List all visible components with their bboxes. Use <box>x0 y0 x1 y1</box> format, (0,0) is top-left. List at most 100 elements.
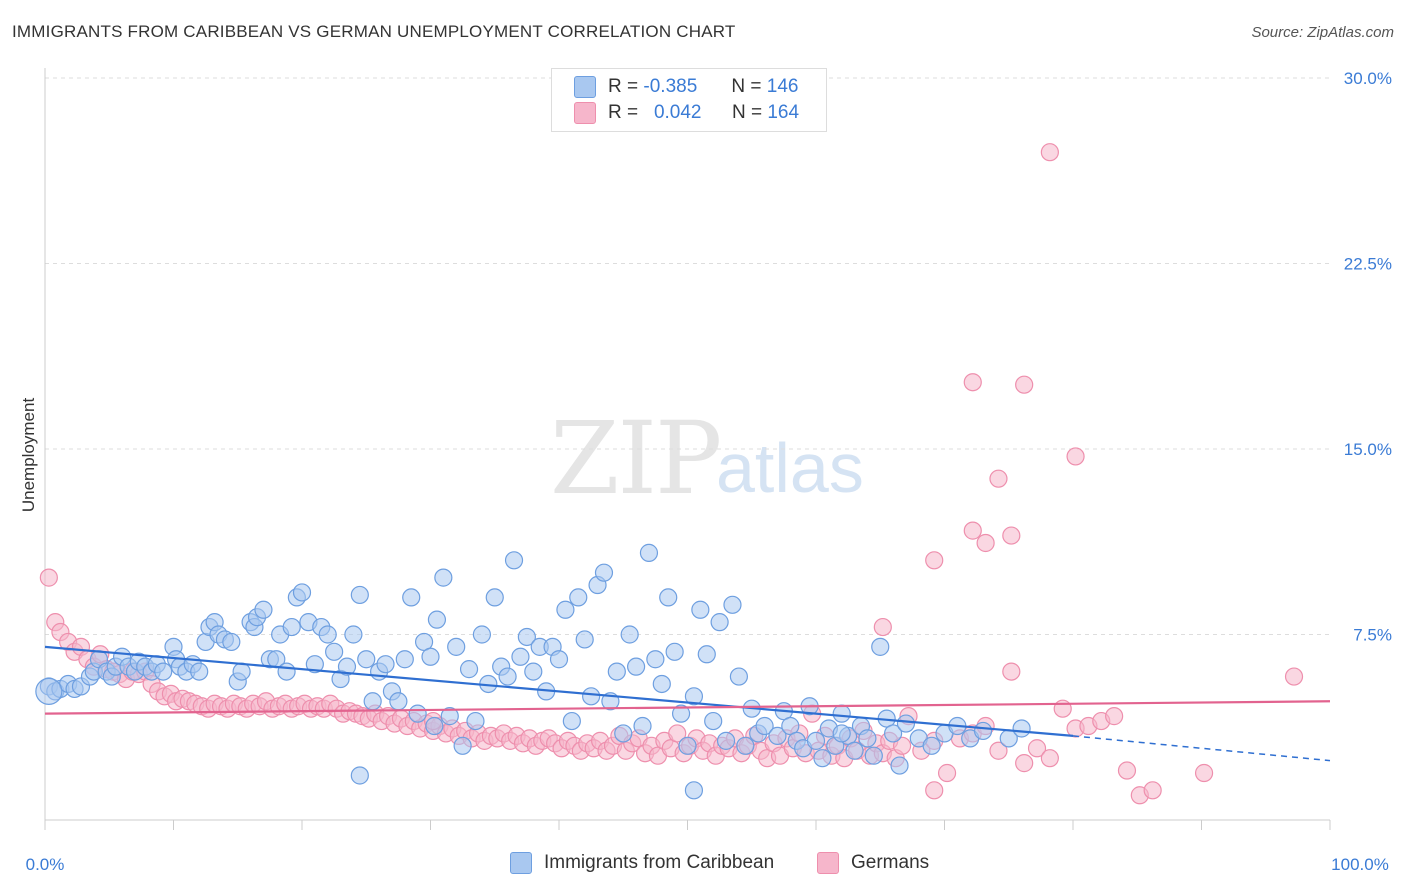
caribbean-point <box>190 662 209 681</box>
caribbean-point <box>845 741 864 760</box>
caribbean-point <box>652 674 671 694</box>
germans-point <box>976 533 995 553</box>
series-caribbean-points <box>35 543 1031 800</box>
caribbean-point <box>671 704 691 723</box>
germans-point <box>963 373 982 392</box>
germans-point <box>1117 761 1137 780</box>
caribbean-point <box>305 655 324 674</box>
caribbean-point <box>376 655 395 674</box>
legend-swatch-caribbean <box>510 852 532 874</box>
caribbean-point <box>684 687 704 706</box>
caribbean-point <box>466 711 485 731</box>
legend-r-value: -0.385 <box>643 76 698 97</box>
caribbean-point <box>691 600 710 619</box>
legend-r-value: 0.042 <box>653 102 702 123</box>
caribbean-point <box>254 600 273 619</box>
caribbean-point <box>485 588 504 607</box>
caribbean-point <box>755 716 774 736</box>
germans-point <box>925 551 944 570</box>
trend-line-germans <box>44 700 1331 715</box>
caribbean-point <box>318 625 337 644</box>
caribbean-point <box>864 746 883 765</box>
germans-point <box>39 568 58 587</box>
caribbean-point <box>575 630 594 649</box>
trend-line-caribbean-extension <box>1072 735 1331 762</box>
legend-row-germans: R = 0.042 N = 164 <box>574 101 799 125</box>
germans-point <box>1002 662 1021 681</box>
caribbean-point <box>549 650 569 669</box>
y-tick-label: 7.5% <box>1353 626 1392 645</box>
caribbean-point <box>524 662 543 681</box>
germans-point <box>1284 667 1304 686</box>
germans-point <box>1002 526 1021 545</box>
caribbean-point <box>504 551 524 570</box>
caribbean-point <box>154 662 173 681</box>
y-tick-label: 22.5% <box>1344 255 1392 274</box>
series-germans-points <box>39 143 1304 805</box>
y-axis-label: Unemployment <box>19 398 38 513</box>
caribbean-point <box>232 662 251 681</box>
caribbean-point <box>408 704 427 723</box>
legend-n-label: N = <box>731 102 763 123</box>
caribbean-point <box>517 627 536 647</box>
legend-row-caribbean: R = -0.385 N = 146 <box>574 75 798 99</box>
trend-line-caribbean <box>44 645 1074 738</box>
germans-point <box>925 781 944 800</box>
caribbean-point <box>832 724 851 743</box>
caribbean-point <box>434 568 453 587</box>
caribbean-point <box>357 650 376 669</box>
legend-swatch-germans <box>574 102 596 124</box>
legend-n-label: N = <box>731 76 762 97</box>
caribbean-point <box>768 726 787 746</box>
caribbean-point <box>639 543 659 562</box>
y-tick-label: 30.0% <box>1344 69 1392 88</box>
caribbean-point <box>350 585 369 605</box>
germans-point <box>1143 781 1162 800</box>
caribbean-point <box>883 724 903 743</box>
caribbean-point <box>716 731 736 750</box>
caribbean-point <box>832 704 851 723</box>
legend-swatch-germans <box>817 852 839 874</box>
correlation-legend: R = -0.385 N = 146 R = 0.042 N = 164 <box>551 68 827 132</box>
caribbean-point <box>890 756 909 775</box>
caribbean-point <box>896 714 916 733</box>
caribbean-point <box>350 766 369 785</box>
legend-item-caribbean[interactable]: Immigrants from Caribbean <box>510 852 774 874</box>
caribbean-point <box>710 613 729 632</box>
caribbean-point <box>337 657 357 676</box>
caribbean-point <box>973 721 993 741</box>
caribbean-point <box>425 716 444 736</box>
caribbean-point <box>858 729 877 748</box>
caribbean-point <box>453 736 472 755</box>
caribbean-point <box>282 617 301 637</box>
caribbean-point <box>678 736 697 755</box>
caribbean-point <box>569 588 588 607</box>
caribbean-point <box>421 647 440 666</box>
x-tick-label-start: 0.0% <box>26 855 65 874</box>
caribbean-point <box>607 662 626 681</box>
caribbean-point <box>582 687 601 706</box>
germans-point <box>668 724 687 743</box>
caribbean-point <box>594 563 614 582</box>
caribbean-point <box>344 625 363 644</box>
caribbean-point <box>556 600 575 619</box>
caribbean-point <box>704 711 723 731</box>
legend-item-germans[interactable]: Germans <box>817 852 929 874</box>
caribbean-point <box>325 642 344 661</box>
caribbean-point <box>402 588 421 607</box>
legend-n-value: 164 <box>767 102 800 123</box>
caribbean-point <box>562 711 581 731</box>
legend-n-value: 146 <box>766 76 799 97</box>
caribbean-point <box>395 650 414 669</box>
caribbean-point <box>440 707 459 726</box>
caribbean-point <box>292 583 312 602</box>
legend-label-germans: Germans <box>851 852 930 873</box>
caribbean-point <box>633 716 652 736</box>
caribbean-point <box>736 736 755 755</box>
caribbean-point <box>222 632 241 652</box>
caribbean-point <box>684 781 704 800</box>
caribbean-point <box>806 731 826 750</box>
y-tick-label: 15.0% <box>1344 440 1392 459</box>
series-legend: Immigrants from Caribbean Germans <box>0 852 1406 878</box>
